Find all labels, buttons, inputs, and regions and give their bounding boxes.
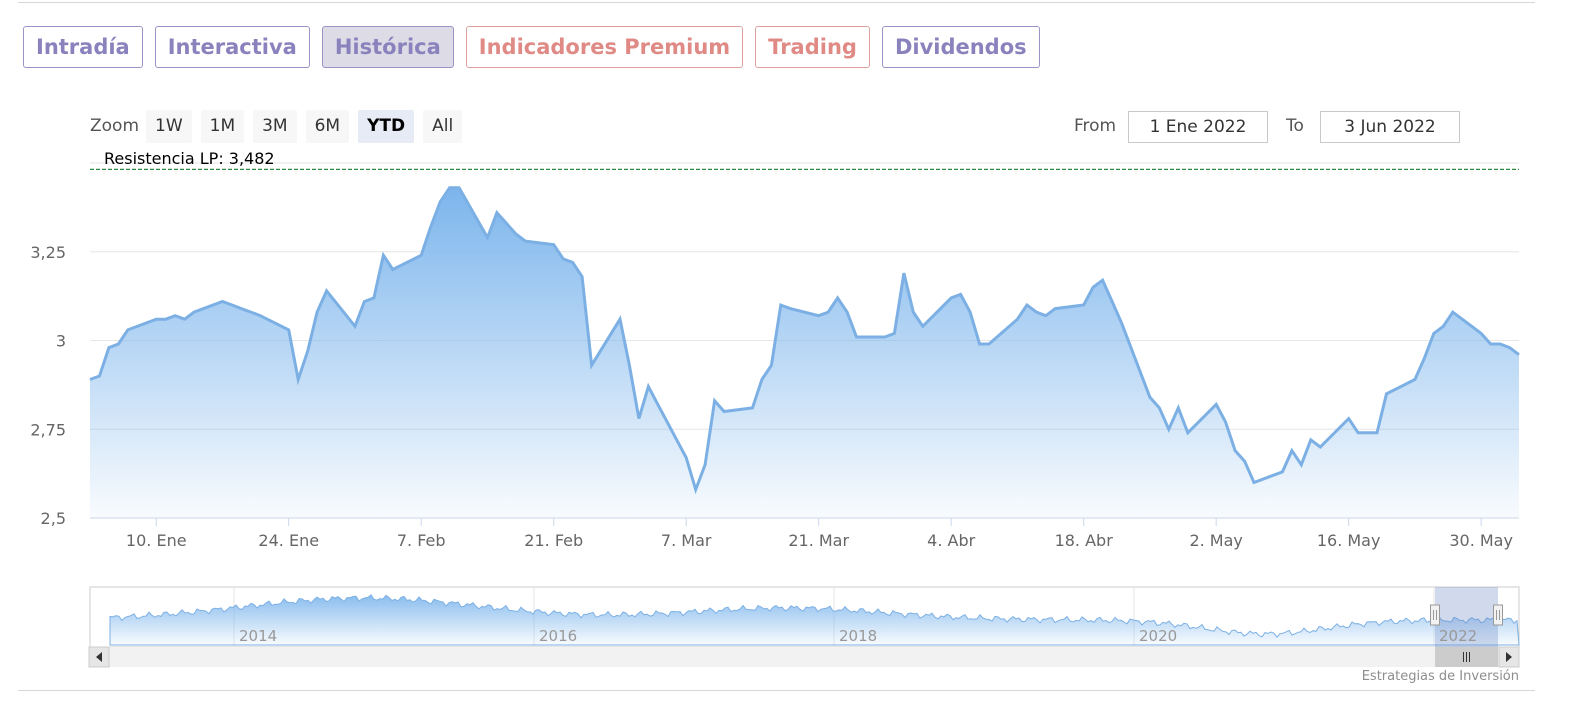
x-tick-label: 10. Ene xyxy=(126,531,187,550)
x-tick-label: 7. Mar xyxy=(661,531,712,550)
from-date-input[interactable]: 1 Ene 2022 xyxy=(1128,111,1268,143)
to-label: To xyxy=(1286,116,1304,136)
navigator-right-handle[interactable] xyxy=(1493,604,1503,626)
y-tick-label: 2,75 xyxy=(30,420,66,439)
navigator-left-handle[interactable] xyxy=(1430,604,1440,626)
y-tick-label: 3 xyxy=(56,332,66,351)
price-area xyxy=(90,187,1519,519)
scrollbar-thumb[interactable] xyxy=(1435,647,1498,667)
x-tick-label: 18. Abr xyxy=(1055,531,1114,550)
y-axis-ticks: 2,5 2,75 3 3,25 xyxy=(30,243,66,528)
zoom-button-ytd[interactable]: YTD xyxy=(358,110,415,143)
zoom-button-1m[interactable]: 1M xyxy=(200,110,245,143)
x-tick-label: 2. May xyxy=(1189,531,1242,550)
navigator-year-label: 2014 xyxy=(239,627,277,645)
y-tick-label: 2,5 xyxy=(41,509,66,528)
zoom-button-1w[interactable]: 1W xyxy=(146,110,192,143)
navigator-year-label: 2020 xyxy=(1139,627,1177,645)
y-tick-label: 3,25 xyxy=(30,243,66,262)
zoom-buttons: 1W 1M 3M 6M YTD All xyxy=(146,110,463,143)
x-tick-label: 4. Abr xyxy=(927,531,975,550)
zoom-button-6m[interactable]: 6M xyxy=(305,110,350,143)
x-tick-label: 30. May xyxy=(1449,531,1513,550)
x-tick-label: 21. Feb xyxy=(524,531,583,550)
navigator-selection[interactable] xyxy=(1435,587,1498,647)
resistance-label: Resistencia LP: 3,482 xyxy=(104,149,275,168)
navigator-area xyxy=(109,594,1520,646)
x-tick-label: 24. Ene xyxy=(258,531,319,550)
to-date-input[interactable]: 3 Jun 2022 xyxy=(1320,111,1460,143)
tab-interactiva[interactable]: Interactiva xyxy=(154,26,310,68)
chart-tabs: Intradía Interactiva Histórica Indicadores … xyxy=(23,26,1040,68)
x-axis-ticks: 10. Ene 24. Ene 7. Feb 21. Feb 7. Mar 21. Mar… xyxy=(126,518,1513,550)
tab-intrad-a[interactable]: Intradía xyxy=(23,26,143,68)
navigator-year-label: 2016 xyxy=(539,627,577,645)
x-tick-label: 21. Mar xyxy=(788,531,849,550)
tab-indicadores-premium[interactable]: Indicadores Premium xyxy=(465,26,744,68)
x-tick-label: 7. Feb xyxy=(397,531,446,550)
tab-hist-rica[interactable]: Histórica xyxy=(321,26,454,68)
zoom-button-all[interactable]: All xyxy=(423,110,463,143)
top-divider xyxy=(18,2,1535,3)
x-tick-label: 16. May xyxy=(1317,531,1381,550)
tab-dividendos[interactable]: Dividendos xyxy=(881,26,1040,68)
tab-trading[interactable]: Trading xyxy=(755,26,870,68)
scrollbar-track[interactable] xyxy=(90,647,1519,667)
chart-credit[interactable]: Estrategias de Inversión xyxy=(1361,669,1519,684)
from-label: From xyxy=(1074,116,1117,136)
zoom-label: Zoom xyxy=(90,116,140,136)
price-line xyxy=(89,186,1520,495)
scroll-right-arrow[interactable] xyxy=(1498,646,1520,668)
navigator-labels: 2014 2016 2018 2020 2022 xyxy=(239,627,1477,645)
bottom-divider xyxy=(18,690,1535,691)
scroll-left-arrow[interactable] xyxy=(88,646,110,668)
zoom-button-3m[interactable]: 3M xyxy=(253,110,297,143)
navigator-year-label: 2018 xyxy=(839,627,877,645)
navigator-year-label: 2022 xyxy=(1439,627,1477,645)
